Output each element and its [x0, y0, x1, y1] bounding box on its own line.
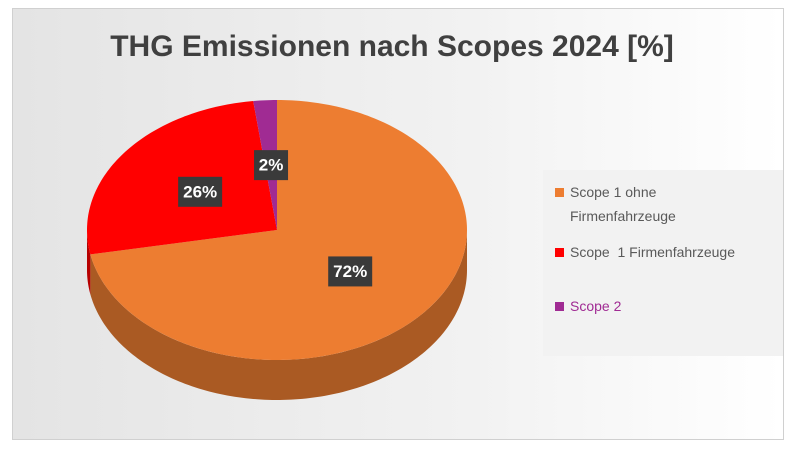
data-label: 72%	[328, 256, 373, 287]
data-label-box	[178, 176, 223, 207]
chart-title: THG Emissionen nach Scopes 2024 [%]	[110, 30, 674, 63]
legend-swatch	[555, 248, 564, 257]
data-label-text: 26%	[183, 182, 217, 201]
data-label-text: 72%	[333, 262, 367, 281]
data-label-box	[328, 256, 373, 287]
legend-entry: Scope 1 ohne Firmenfahrzeuge	[555, 180, 775, 228]
pie-slice	[90, 100, 467, 360]
data-label: 2%	[254, 150, 289, 181]
pie-side	[87, 230, 91, 295]
legend-swatch	[555, 302, 564, 311]
pie-side	[90, 230, 468, 400]
data-label: 26%	[178, 176, 223, 207]
legend-label: Scope 1 Firmenfahrzeuge	[570, 244, 735, 260]
legend-entry: Scope 2	[555, 294, 775, 318]
data-label-box	[254, 150, 289, 181]
legend: Scope 1 ohne Firmenfahrzeuge Scope 1 Firm…	[543, 170, 783, 356]
legend-label: Scope 1 ohne Firmenfahrzeuge	[570, 184, 676, 224]
legend-swatch	[555, 188, 564, 197]
data-label-text: 2%	[259, 156, 284, 175]
legend-label: Scope 2	[570, 298, 622, 314]
legend-entry: Scope 1 Firmenfahrzeuge	[555, 240, 775, 264]
